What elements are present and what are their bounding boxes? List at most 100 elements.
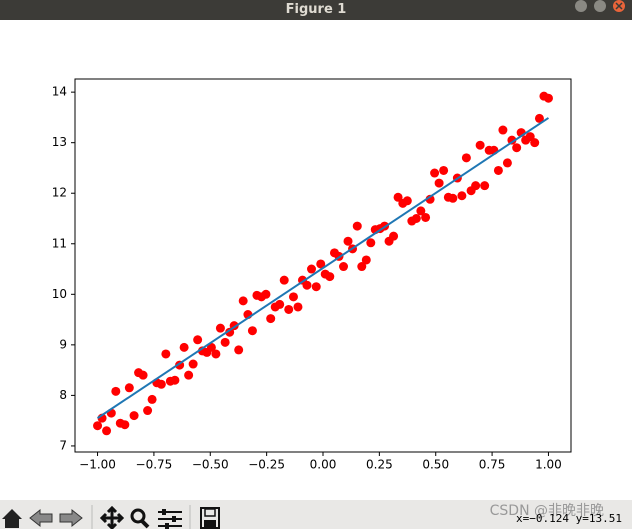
- maximize-button[interactable]: [594, 0, 606, 12]
- data-point: [507, 135, 517, 145]
- data-point: [411, 213, 421, 223]
- data-point: [261, 289, 271, 299]
- data-point: [288, 292, 298, 302]
- data-point: [161, 349, 171, 359]
- data-point: [302, 280, 312, 290]
- data-point: [293, 302, 303, 312]
- data-point: [357, 262, 367, 272]
- data-point: [284, 304, 294, 314]
- data-point: [389, 231, 399, 241]
- y-tick-label: 8: [59, 388, 67, 402]
- chart: −1.00 −0.75 −0.50 −0.25 0.00 0.25 0.50 0.75 1.00…: [52, 78, 572, 472]
- title-bar: Figure 1: [0, 0, 632, 20]
- data-point: [461, 153, 471, 163]
- data-point: [493, 165, 503, 175]
- x-tick-label: 1.00: [535, 458, 562, 472]
- x-tick-label: −0.75: [136, 458, 173, 472]
- data-point: [279, 275, 289, 285]
- configure-button[interactable]: [158, 509, 182, 529]
- y-tick-label: 10: [52, 287, 67, 301]
- data-point: [234, 345, 244, 355]
- data-point: [311, 282, 321, 292]
- data-point: [402, 196, 412, 206]
- x-tick-label: 0.75: [479, 458, 506, 472]
- y-tick-label: 7: [59, 438, 67, 452]
- data-point: [238, 296, 248, 306]
- x-tick-label: −0.50: [192, 458, 229, 472]
- data-point: [156, 379, 166, 389]
- data-point: [266, 314, 276, 324]
- data-point: [366, 238, 376, 248]
- data-point: [193, 335, 203, 345]
- data-point: [534, 113, 544, 123]
- data-point: [316, 259, 326, 269]
- data-point: [93, 421, 103, 431]
- data-point: [111, 386, 121, 396]
- data-point: [430, 168, 440, 178]
- window-controls: [575, 0, 625, 12]
- data-point: [275, 299, 285, 309]
- watermark: CSDN @非晚非晚: [489, 503, 604, 519]
- data-point: [120, 420, 130, 430]
- data-point: [325, 272, 335, 282]
- forward-button[interactable]: [59, 508, 83, 528]
- x-tick-label: −0.25: [248, 458, 285, 472]
- data-point: [170, 375, 180, 385]
- data-point: [124, 383, 134, 393]
- y-tick-label: 9: [59, 337, 67, 351]
- zoom-button[interactable]: [130, 508, 150, 529]
- data-point: [225, 327, 235, 337]
- minimize-button[interactable]: [575, 0, 587, 12]
- data-point: [498, 125, 508, 135]
- y-tick-label: 11: [52, 236, 67, 250]
- home-button[interactable]: [2, 509, 22, 528]
- data-point: [416, 206, 426, 216]
- data-point: [352, 221, 362, 231]
- data-point: [184, 370, 194, 380]
- data-point: [480, 181, 490, 191]
- data-point: [475, 140, 485, 150]
- data-point: [471, 181, 481, 191]
- data-point: [138, 370, 148, 380]
- data-point: [421, 212, 431, 222]
- back-button[interactable]: [29, 508, 53, 528]
- data-point: [512, 143, 522, 153]
- data-point: [530, 138, 540, 148]
- data-point: [434, 178, 444, 188]
- close-icon: [615, 2, 623, 10]
- data-point: [220, 337, 230, 347]
- data-point: [188, 359, 198, 369]
- data-point: [439, 165, 449, 175]
- x-tick-label: 0.00: [310, 458, 337, 472]
- y-tick-label: 13: [52, 135, 67, 149]
- data-point: [457, 191, 467, 201]
- y-tick-label: 14: [52, 85, 67, 99]
- data-point: [543, 93, 553, 103]
- data-point: [211, 349, 221, 359]
- x-tick-label: 0.25: [366, 458, 393, 472]
- data-point: [339, 262, 349, 272]
- window-title: Figure 1: [285, 2, 347, 17]
- data-point: [147, 394, 157, 404]
- pan-button[interactable]: [99, 505, 125, 529]
- data-point: [102, 426, 112, 436]
- fit-line: [96, 117, 550, 419]
- data-point: [502, 158, 512, 168]
- data-point: [129, 411, 139, 421]
- toolbar: CSDN @非晚非晚 x=−0.124 y=13.51: [0, 500, 632, 529]
- save-button[interactable]: [200, 507, 220, 529]
- toolbar-icons: [2, 505, 220, 529]
- data-point: [393, 192, 403, 202]
- data-point: [361, 255, 371, 265]
- data-point: [206, 342, 216, 352]
- data-point: [247, 326, 257, 336]
- cursor-status: x=−0.124 y=13.51: [516, 512, 622, 525]
- y-tick-label: 12: [52, 186, 67, 200]
- x-tick-label: 0.50: [422, 458, 449, 472]
- x-tick-label: −1.00: [79, 458, 116, 472]
- data-point: [343, 236, 353, 246]
- data-point: [215, 323, 225, 333]
- data-point: [179, 342, 189, 352]
- data-point: [448, 193, 458, 203]
